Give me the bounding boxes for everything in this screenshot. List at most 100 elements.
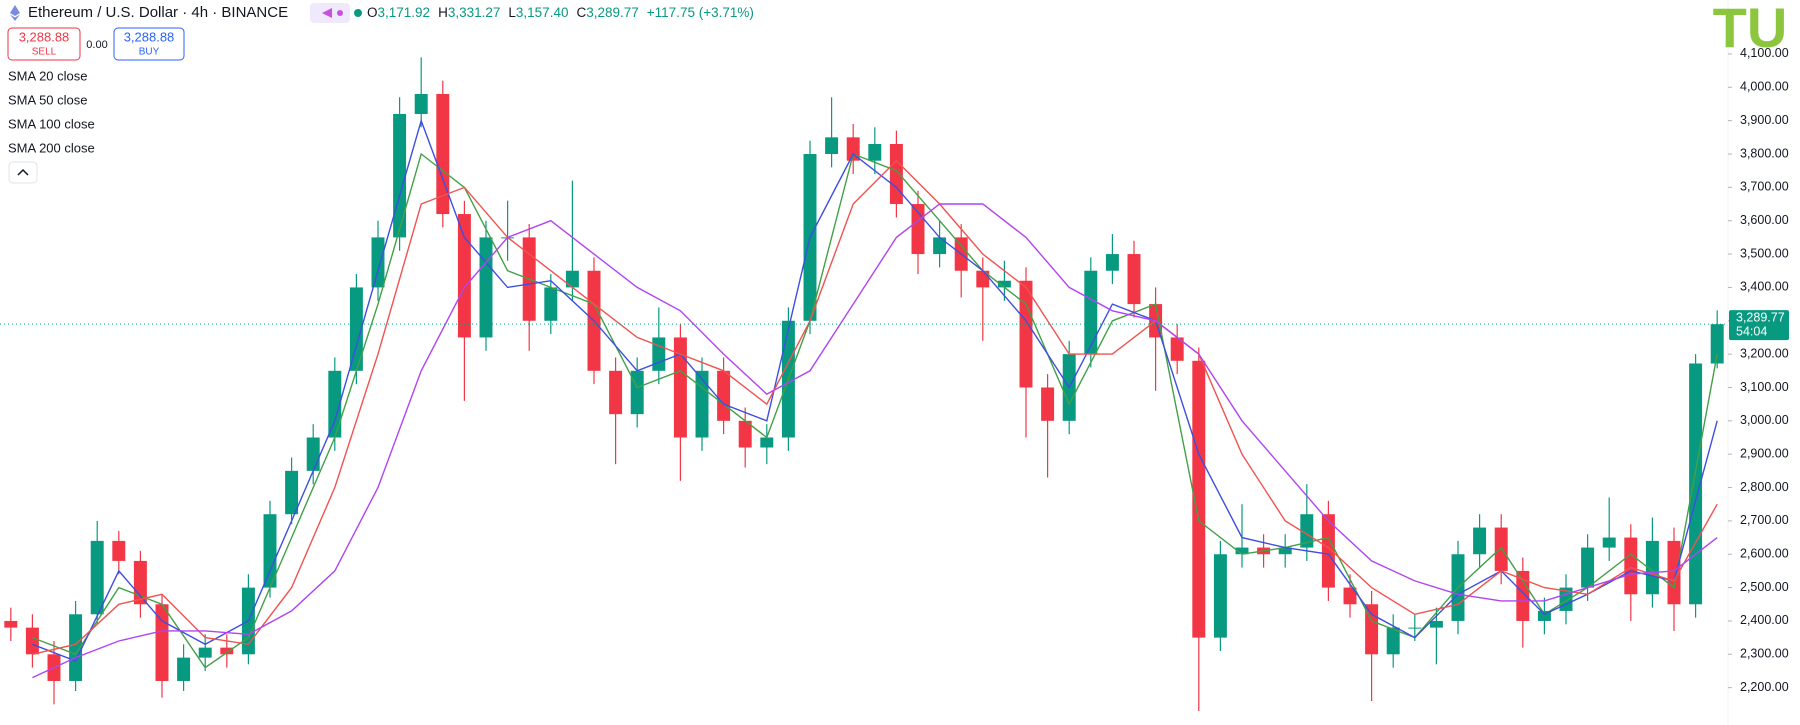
candle-body — [760, 437, 774, 448]
sell-label: SELL — [32, 47, 57, 58]
buy-label: BUY — [139, 47, 160, 58]
y-tick-label: 2,800.00 — [1740, 480, 1789, 494]
candle-body — [1019, 280, 1033, 388]
watermark-logo: TU — [1713, 0, 1788, 59]
candle-body — [1667, 540, 1681, 605]
candle-body — [220, 647, 234, 655]
overlay: Ethereum / U.S. Dollar · 4h · BINANCE O 3… — [7, 0, 1789, 341]
candle-body — [1624, 537, 1638, 595]
ohlc-key: L — [508, 5, 516, 20]
candle-body — [1235, 547, 1249, 555]
y-tick-label: 2,900.00 — [1740, 446, 1789, 460]
y-tick-label: 3,000.00 — [1740, 413, 1789, 427]
candle-body — [414, 93, 428, 114]
ohlc-key: H — [438, 5, 448, 20]
candle-body — [69, 614, 83, 681]
y-tick-label: 2,400.00 — [1740, 613, 1789, 627]
candle-body — [868, 144, 882, 161]
candle-body — [198, 647, 212, 658]
collapse-button[interactable] — [8, 161, 38, 184]
candle-body — [889, 144, 903, 205]
y-tick-label: 2,600.00 — [1740, 547, 1789, 561]
price-tag-box — [1729, 310, 1789, 341]
y-tick-label: 3,700.00 — [1740, 180, 1789, 194]
sma-line — [32, 118, 1718, 662]
candle-body — [371, 237, 385, 288]
y-tick-label: 4,100.00 — [1740, 46, 1789, 60]
candle-body — [1473, 527, 1487, 555]
legend-entry: SMA 100 close — [8, 116, 95, 131]
ohlc-key: C — [576, 5, 586, 20]
candle-body — [1213, 554, 1227, 638]
candle-body — [457, 214, 471, 338]
candle-body — [997, 280, 1011, 288]
y-tick-label: 3,400.00 — [1740, 280, 1789, 294]
candle-body — [609, 370, 623, 415]
sell-button[interactable] — [7, 27, 81, 61]
sma-line — [32, 159, 1718, 655]
candle-body — [652, 337, 666, 371]
collapse-icon — [17, 168, 29, 176]
candle-body — [4, 620, 18, 628]
price-tag-countdown: 54:04 — [1736, 324, 1767, 338]
candle-body — [90, 540, 104, 615]
legend-entry: SMA 50 close — [8, 92, 88, 107]
candle-body — [112, 540, 126, 561]
buy-price: 3,288.88 — [124, 29, 175, 44]
candle-body — [306, 437, 320, 471]
candle-body — [1321, 514, 1335, 588]
y-tick-label: 3,200.00 — [1740, 346, 1789, 360]
candle-body — [177, 657, 191, 681]
legend-entry: SMA 200 close — [8, 140, 95, 155]
y-tick-label: 4,000.00 — [1740, 80, 1789, 94]
candle-body — [25, 627, 39, 655]
buy-button[interactable] — [113, 27, 185, 61]
candle-body — [1192, 360, 1206, 638]
sell-price: 3,288.88 — [19, 29, 70, 44]
sma-line — [32, 152, 1718, 669]
candle-body — [263, 514, 277, 588]
symbol-icon — [10, 5, 20, 21]
price-axis: 2,200.00 2,300.00 2,400.00 2,500.00 2,600.00… — [1728, 46, 1789, 694]
candle-body — [1645, 540, 1659, 595]
candle-body — [133, 560, 147, 605]
candle-body — [1343, 587, 1357, 605]
y-tick-label: 3,100.00 — [1740, 380, 1789, 394]
y-tick-label: 2,500.00 — [1740, 580, 1789, 594]
candle-body — [1170, 337, 1184, 361]
candle-body — [1041, 387, 1055, 421]
candle-body — [695, 370, 709, 438]
candle-body — [349, 287, 363, 371]
candle-body — [285, 470, 299, 515]
candle-body — [1494, 527, 1508, 571]
legend: SMA 20 close SMA 50 close SMA 100 close SMA… — [8, 68, 95, 155]
candle-body — [933, 237, 947, 255]
candle-body — [565, 270, 579, 288]
candle-body — [1278, 547, 1292, 555]
candle-body — [1602, 537, 1616, 548]
candle-body — [328, 370, 342, 438]
candle-body — [673, 337, 687, 438]
candle-body — [1710, 324, 1724, 364]
candle-body — [1429, 620, 1443, 628]
y-tick-label: 3,900.00 — [1740, 113, 1789, 127]
candle-body — [1386, 627, 1400, 655]
candle-body — [1105, 254, 1119, 271]
market-status — [354, 9, 362, 17]
y-tick-label: 3,600.00 — [1740, 213, 1789, 227]
candle-body — [976, 270, 990, 288]
symbol-title: Ethereum / U.S. Dollar · 4h · BINANCE — [28, 4, 288, 21]
ohlc-key: O — [367, 5, 378, 20]
y-tick-label: 3,500.00 — [1740, 246, 1789, 260]
candle-body — [738, 420, 752, 448]
ohlc-value: 3,331.27 — [448, 5, 501, 20]
candle-body — [1300, 514, 1314, 548]
candle-body — [436, 93, 450, 215]
candle-body — [1581, 547, 1595, 588]
y-tick-label: 3,800.00 — [1740, 146, 1789, 160]
candle-body — [1689, 363, 1703, 605]
candle-body — [825, 137, 839, 155]
